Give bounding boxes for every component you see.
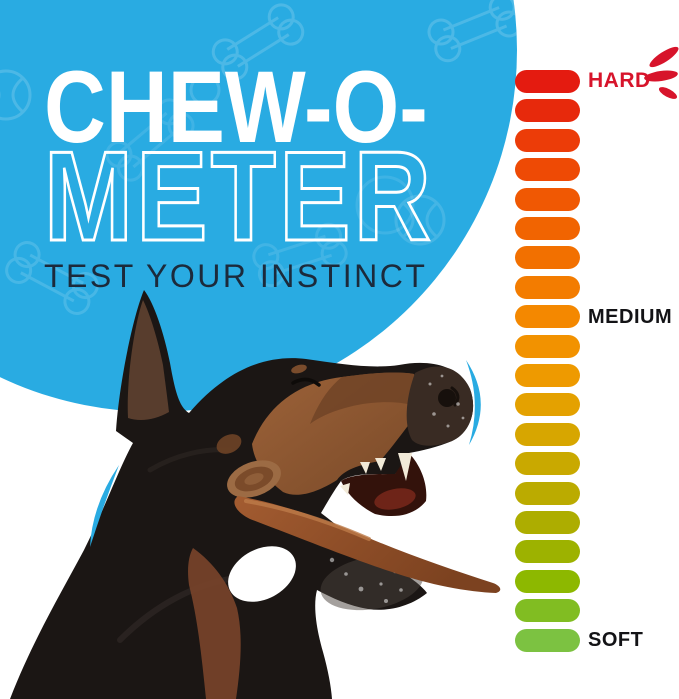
meter-bar bbox=[515, 334, 580, 358]
meter-bar bbox=[515, 599, 580, 623]
meter-bar bbox=[515, 569, 580, 593]
meter-bar bbox=[515, 481, 580, 505]
meter-bar bbox=[515, 99, 580, 123]
meter-bar bbox=[515, 452, 580, 476]
title-line2-outline: METER bbox=[43, 125, 435, 267]
meter-bar bbox=[515, 364, 580, 387]
meter-bar bbox=[515, 217, 580, 240]
meter-label-medium: MEDIUM bbox=[588, 306, 673, 328]
meter-bar bbox=[515, 628, 580, 652]
tagline: TEST YOUR INSTINCT bbox=[44, 258, 428, 294]
meter-bar bbox=[515, 158, 580, 182]
meter-bar bbox=[515, 511, 580, 534]
meter-bar bbox=[515, 422, 580, 446]
meter-bar bbox=[515, 187, 580, 211]
meter-bar bbox=[515, 70, 580, 93]
meter-label-hard: HARD bbox=[588, 69, 651, 92]
title-line1: CHEW-O- bbox=[44, 50, 428, 164]
meter-bar bbox=[515, 275, 580, 299]
meter-bar bbox=[515, 393, 580, 417]
meter-bar bbox=[515, 246, 580, 270]
meter-bar bbox=[515, 540, 580, 564]
meter-label-soft: SOFT bbox=[588, 629, 644, 651]
meter-bar bbox=[515, 305, 580, 329]
meter-bar bbox=[515, 128, 580, 152]
